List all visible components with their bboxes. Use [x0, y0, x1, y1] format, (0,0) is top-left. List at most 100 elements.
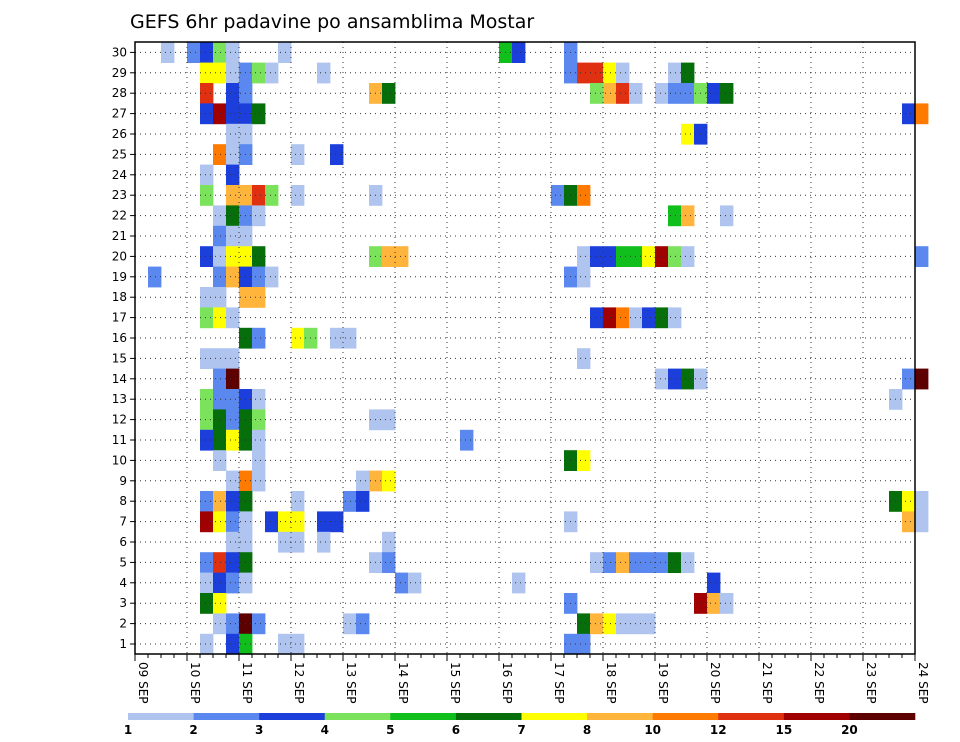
heatmap-cell: [252, 205, 266, 227]
heatmap-cell: [317, 531, 331, 553]
heatmap-cell: [200, 491, 214, 512]
heatmap-cell: [252, 103, 266, 125]
heatmap-cell: [278, 42, 292, 63]
heatmap-cell: [577, 62, 591, 84]
heatmap-cell: [668, 205, 682, 227]
heatmap-cell: [577, 348, 591, 369]
heatmap-cell: [213, 613, 227, 635]
heatmap-cell: [252, 185, 266, 206]
heatmap-cell: [200, 287, 214, 308]
heatmap-cell: [512, 572, 526, 594]
heatmap-cell: [291, 491, 305, 512]
y-tick-label: 16: [112, 331, 127, 345]
heatmap-cells: [148, 42, 929, 655]
heatmap-cell: [382, 409, 396, 431]
y-tick-label: 6: [119, 535, 127, 549]
heatmap-cell: [915, 103, 929, 125]
y-axis-ticks: 1234567891011121314151617181920212223242…: [112, 45, 135, 651]
heatmap-cell: [213, 266, 227, 288]
heatmap-cell: [291, 144, 305, 165]
x-tick-label: 18 SEP: [604, 662, 618, 704]
y-tick-label: 26: [112, 127, 127, 141]
heatmap-cell: [668, 246, 682, 267]
heatmap-cell: [278, 531, 292, 553]
y-tick-label: 9: [119, 474, 127, 488]
heatmap-cell: [655, 246, 669, 267]
heatmap-cell: [226, 266, 240, 288]
grid-lines: [135, 42, 915, 654]
heatmap-cell: [265, 511, 279, 533]
heatmap-cell: [681, 123, 695, 145]
heatmap-cell: [707, 83, 721, 104]
heatmap-cell: [590, 307, 604, 329]
heatmap-cell: [512, 42, 526, 63]
x-tick-label: 19 SEP: [656, 662, 670, 704]
heatmap-cell: [382, 552, 396, 573]
x-tick-label: 24 SEP: [916, 662, 930, 704]
heatmap-cell: [915, 511, 929, 533]
heatmap-cell: [395, 246, 409, 267]
heatmap-cell: [252, 266, 266, 288]
x-tick-label: 12 SEP: [292, 662, 306, 704]
heatmap-cell: [226, 103, 240, 125]
heatmap-cell: [161, 42, 175, 63]
heatmap-cell: [213, 450, 227, 471]
heatmap-cell: [395, 572, 409, 594]
heatmap-cell: [252, 409, 266, 431]
heatmap-cell: [291, 511, 305, 533]
heatmap-cell: [213, 225, 227, 247]
y-tick-label: 25: [112, 147, 127, 161]
heatmap-cell: [590, 246, 604, 267]
heatmap-cell: [200, 389, 214, 410]
y-tick-label: 7: [119, 515, 127, 529]
legend-swatch: [783, 713, 850, 720]
x-tick-label: 21 SEP: [760, 662, 774, 704]
heatmap-cell: [226, 429, 240, 451]
heatmap-cell: [655, 368, 669, 390]
y-tick-label: 13: [112, 392, 127, 406]
heatmap-cell: [291, 633, 305, 655]
heatmap-cell: [226, 572, 240, 594]
heatmap-cell: [408, 572, 422, 594]
y-tick-label: 10: [112, 453, 127, 467]
heatmap-cell: [616, 552, 630, 573]
y-tick-label: 20: [112, 249, 127, 263]
heatmap-cell: [330, 511, 344, 533]
heatmap-cell: [200, 409, 214, 431]
heatmap-cell: [226, 633, 240, 655]
heatmap-cell: [902, 511, 916, 533]
heatmap-cell: [226, 164, 240, 186]
heatmap-cell: [252, 246, 266, 267]
heatmap-cell: [213, 389, 227, 410]
heatmap-cell: [642, 307, 656, 329]
x-tick-label: 16 SEP: [500, 662, 514, 704]
heatmap-cell: [226, 470, 240, 492]
legend-label: 3: [255, 723, 263, 737]
heatmap-cell: [707, 593, 721, 614]
heatmap-cell: [252, 429, 266, 451]
legend-label: 2: [189, 723, 197, 737]
heatmap-cell: [590, 613, 604, 635]
heatmap-cell: [291, 531, 305, 553]
y-tick-label: 5: [119, 555, 127, 569]
y-tick-label: 27: [112, 107, 127, 121]
heatmap-cell: [681, 368, 695, 390]
heatmap-cell: [902, 103, 916, 125]
heatmap-cell: [291, 185, 305, 206]
heatmap-cell: [382, 246, 396, 267]
heatmap-cell: [200, 511, 214, 533]
heatmap-cell: [226, 123, 240, 145]
legend-label: 20: [841, 723, 858, 737]
heatmap-cell: [200, 185, 214, 206]
heatmap-cell: [577, 613, 591, 635]
heatmap-cell: [915, 246, 929, 267]
heatmap-cell: [252, 62, 266, 84]
heatmap-cell: [226, 225, 240, 247]
legend-swatch: [849, 713, 916, 720]
heatmap-cell: [720, 593, 734, 614]
heatmap-cell: [213, 511, 227, 533]
x-tick-label: 23 SEP: [864, 662, 878, 704]
heatmap-cell: [213, 307, 227, 329]
y-tick-label: 23: [112, 188, 127, 202]
legend-swatch: [259, 713, 326, 720]
